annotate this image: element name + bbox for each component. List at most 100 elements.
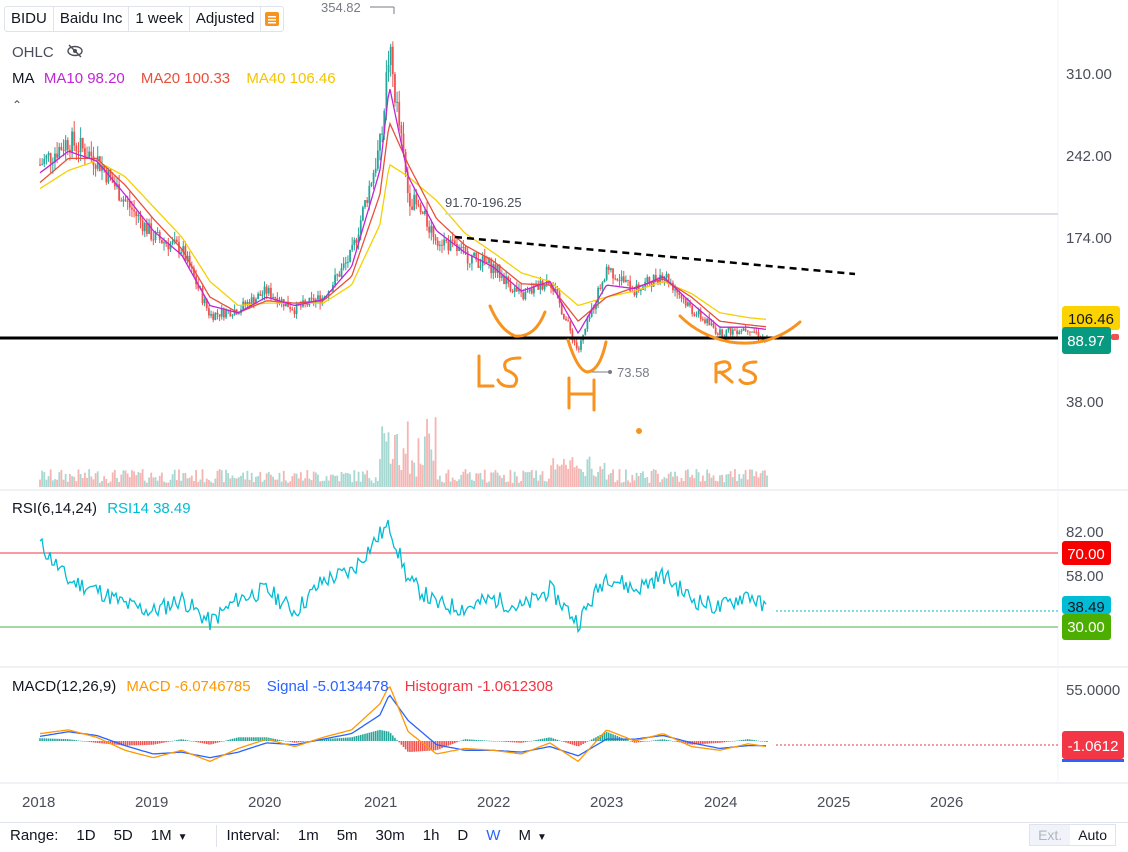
company-name[interactable]: Baidu Inc (54, 7, 130, 31)
volume-bar (270, 474, 272, 487)
volume-bar (526, 472, 529, 487)
macd-badge (1062, 731, 1124, 759)
macd-histogram-bar (246, 737, 249, 741)
volume-bar (244, 479, 247, 487)
ma40-value: MA40 106.46 (246, 70, 336, 87)
macd-histogram-bar (719, 741, 721, 743)
macd-histogram-bar (483, 740, 486, 741)
candle-body (182, 246, 185, 253)
adjustment-selector[interactable]: Adjusted (190, 7, 262, 31)
volume-bar (560, 464, 563, 487)
macd-histogram-bar (58, 738, 61, 741)
volume-bar (205, 478, 208, 487)
interval-w-button[interactable]: W (486, 827, 501, 844)
candle-body (103, 165, 106, 170)
macd-legend[interactable]: MACD(12,26,9) MACD -6.0746785 Signal -5.… (12, 678, 553, 695)
time-axis[interactable]: 2018 2019 2020 2021 2022 2023 2024 2025 … (22, 794, 963, 811)
collapse-chevron-icon[interactable]: ⌃ (12, 98, 23, 112)
candle-body (515, 287, 518, 292)
candle-body (409, 193, 411, 207)
macd-histogram-bar (449, 741, 452, 745)
candle-body (229, 310, 232, 317)
volume-bar (208, 479, 210, 487)
macd-histogram-bar (96, 741, 99, 743)
macd-histogram-bar (740, 740, 743, 741)
macd-histogram-bar (717, 741, 719, 743)
macd-histogram-bar (332, 738, 334, 741)
price-tick: 38.00 (1066, 394, 1104, 411)
volume-bar (462, 471, 465, 487)
volume-bar (567, 468, 570, 487)
macd-histogram-bar (601, 733, 604, 741)
ext-auto-toggle[interactable]: Ext. Auto (1029, 824, 1116, 846)
price-axis[interactable]: 310.00 242.00 174.00 38.00 (1066, 66, 1112, 411)
volume-bar (706, 469, 709, 487)
macd-histogram-bar (347, 737, 349, 741)
candle-body (398, 101, 401, 126)
volume-bar (173, 469, 176, 487)
volume-bar (669, 471, 672, 487)
ext-button[interactable]: Ext. (1030, 825, 1071, 845)
interval-1m-button[interactable]: 1m (297, 827, 319, 844)
volume-bar (349, 474, 351, 487)
macd-histogram-bar (86, 741, 88, 742)
candle-body (71, 131, 73, 153)
volume-bar (364, 474, 366, 487)
interval-selector[interactable]: 1 week (129, 7, 190, 31)
range-5d-button[interactable]: 5D (113, 827, 133, 844)
volume-bar (592, 475, 595, 487)
eye-slash-icon[interactable] (66, 44, 84, 62)
macd-histogram-bar (385, 731, 388, 741)
macd-histogram-bar (148, 741, 150, 745)
ticker[interactable]: BIDU (5, 7, 54, 31)
ohlc-legend[interactable]: OHLC (12, 44, 84, 62)
range-1d-button[interactable]: 1D (76, 827, 96, 844)
chevron-down-icon: ▼ (536, 832, 547, 843)
candle-body (133, 209, 135, 212)
symbol-header[interactable]: BIDU Baidu Inc 1 week Adjusted (4, 6, 285, 32)
macd-histogram-bar (291, 741, 294, 743)
auto-button[interactable]: Auto (1078, 827, 1107, 843)
candle-body (430, 225, 433, 233)
left-shoulder-curve[interactable] (488, 304, 547, 338)
macd-histogram-bar (154, 741, 157, 745)
macd-histogram-bar (706, 741, 708, 744)
volume-bar (370, 480, 373, 487)
head-curve[interactable] (566, 338, 608, 374)
candle-body (744, 328, 747, 331)
candle-body (126, 200, 129, 202)
macd-histogram-bar (64, 739, 67, 741)
interval-5m-button[interactable]: 5m (336, 827, 358, 844)
menu-icon[interactable] (261, 7, 283, 31)
rsi-axis[interactable]: 82.00 58.00 (1066, 524, 1104, 585)
interval-m-button[interactable]: M ▼ (518, 827, 546, 844)
macd-histogram-bar (124, 741, 127, 746)
interval-30m-button[interactable]: 30m (375, 827, 405, 844)
ma10-line (39, 89, 767, 335)
interval-d-button[interactable]: D (457, 827, 469, 844)
volume-bar (276, 479, 279, 487)
macd-histogram-bar (725, 741, 728, 742)
macd-histogram-bar (458, 741, 460, 742)
right-shoulder-curve[interactable] (678, 314, 802, 345)
volume-bar (306, 470, 309, 487)
candle-body (734, 329, 736, 331)
candle-body (719, 329, 721, 335)
candle-body (627, 279, 629, 281)
rsi-legend[interactable]: RSI(6,14,24) RSI14 38.49 (12, 500, 191, 517)
bottom-toolbar[interactable]: Range: 1D 5D 1M ▼ Interval: 1m 5m 30m 1h … (0, 822, 1128, 848)
ma-legend[interactable]: MA MA10 98.20 MA20 100.33 MA40 106.46 (12, 70, 336, 87)
range-1m-button[interactable]: 1M ▼ (151, 827, 188, 844)
interval-1h-button[interactable]: 1h (422, 827, 440, 844)
ma40-price-badge-text: 106.46 (1068, 311, 1114, 328)
candle-body (680, 295, 683, 299)
candle-body (607, 266, 610, 271)
volume-bar (321, 480, 324, 487)
candle-body (569, 321, 572, 331)
macd-line (39, 686, 767, 763)
pattern-drawing[interactable] (477, 304, 802, 434)
descending-trendline[interactable] (454, 235, 856, 276)
candle-body (267, 287, 270, 294)
